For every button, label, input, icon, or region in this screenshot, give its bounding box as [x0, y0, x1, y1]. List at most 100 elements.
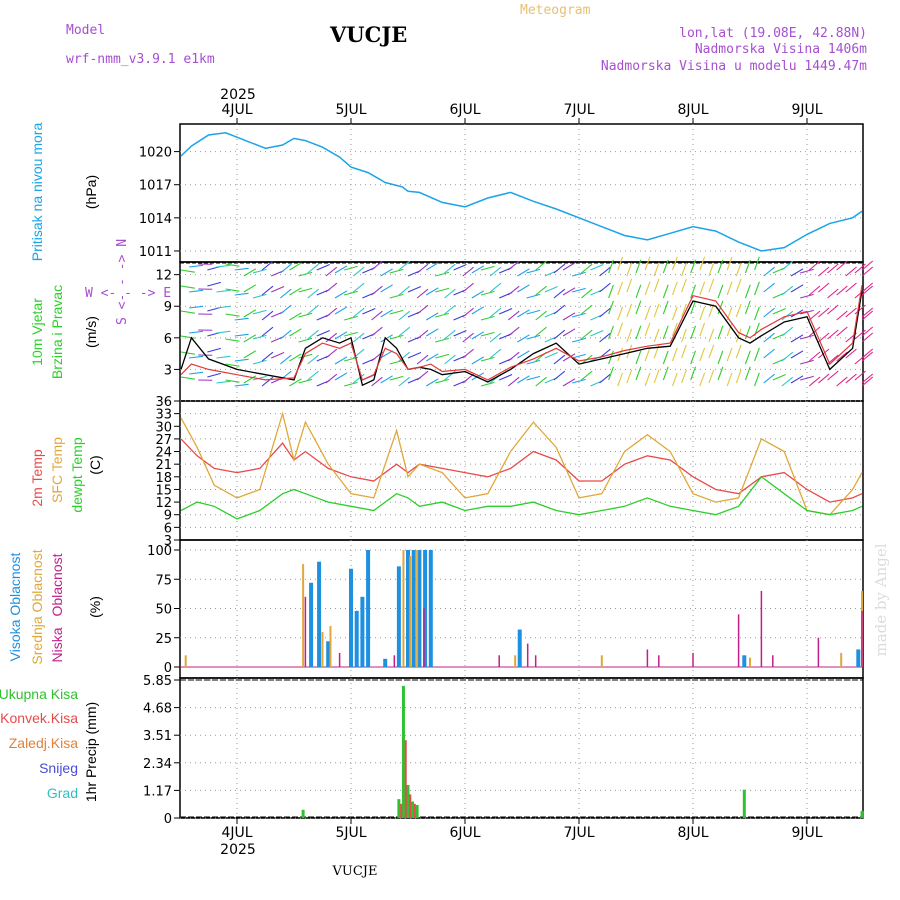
wind-vector-mark [444, 304, 456, 315]
wind-vector-mark [252, 334, 267, 340]
wind-vector-mark [489, 282, 502, 293]
wind-vector-mark [808, 376, 821, 387]
wind-vector-mark [608, 300, 614, 315]
wind-vector-mark [261, 326, 274, 337]
wind-vector-mark [180, 351, 195, 355]
cloud-low-bar [423, 608, 425, 667]
wind-vector-mark [590, 330, 604, 337]
wind-vector-mark [754, 347, 760, 362]
wind-vector-mark [790, 350, 804, 359]
wind-vector-mark [644, 306, 651, 321]
wind-vector-mark [462, 282, 474, 293]
wind-vector-mark [371, 260, 383, 271]
wind-vector-mark [216, 330, 231, 334]
top-date-tick-label: 7JUL [563, 102, 594, 118]
wind-vector-mark [818, 266, 830, 277]
wind-vector-mark [380, 375, 393, 384]
wind-vector-mark [854, 263, 866, 274]
cloud-high-bar [517, 629, 522, 667]
wind-vector-mark [861, 285, 874, 296]
wind-vector-mark [307, 263, 319, 274]
wind-vector-mark [180, 335, 195, 339]
wind-vector-mark [189, 330, 204, 334]
wind-vector-mark [325, 307, 338, 318]
wind-vector-mark [580, 263, 593, 274]
wind-vector-mark [818, 307, 830, 318]
wind-vector-mark [352, 282, 365, 293]
wind-vector-mark [352, 307, 365, 318]
wind-vector-mark [681, 344, 687, 359]
station-title: VUCJE [329, 22, 407, 47]
wind-vector-mark [389, 309, 404, 315]
wind-vector-mark [635, 366, 642, 381]
cloud-mid-bar [402, 550, 405, 667]
wind-vector-mark [279, 354, 292, 365]
wind-vector-mark [599, 282, 611, 293]
wind-vector-mark [225, 313, 240, 317]
wind-vector-mark [279, 329, 292, 340]
wind-vector-mark [861, 307, 874, 318]
precip-total-bar [301, 809, 305, 818]
pressure-ytick-label: 1017 [139, 179, 172, 194]
wind-vector-mark [507, 310, 520, 321]
wind-vector-mark [425, 287, 439, 296]
wind-vector-mark [744, 325, 751, 340]
wind-vector-mark [790, 268, 804, 277]
wind-vector-mark [690, 366, 697, 381]
top-date-tick-label: 5JUL [335, 102, 366, 118]
wind-vector-mark [572, 287, 586, 293]
wind-vector-mark [526, 375, 541, 381]
cloud-ylabel-mid: Srednja Oblacnost [29, 549, 45, 664]
precip-frame [179, 677, 864, 819]
pressure-line [180, 132, 863, 252]
temp-ytick-label: 12 [155, 496, 172, 511]
wind-vector-mark [572, 271, 586, 277]
cloud-mid-bar [321, 631, 324, 667]
bottom-date-tick-label: 4JUL [221, 825, 252, 841]
wind-vector-mark [800, 268, 814, 274]
wind-vector-mark [416, 263, 429, 274]
wind-vector-mark [471, 290, 485, 299]
wind-vector-mark [726, 347, 733, 362]
wind-vector-mark [861, 282, 874, 293]
meteogram-title: Meteogram [520, 3, 591, 18]
wind-vector-mark [818, 348, 830, 359]
wind-vector-mark [744, 350, 751, 365]
temp-ytick-label: 18 [155, 471, 172, 486]
wind-vector-mark [644, 281, 651, 296]
wind-unit: (m/s) [83, 316, 99, 348]
wind-vector-mark [344, 331, 358, 337]
wind-vector-mark [717, 366, 724, 381]
wind-vector-mark [662, 366, 669, 381]
wind-vector-mark [507, 326, 520, 337]
wind-vector-mark [726, 256, 733, 271]
wind-vector-mark [207, 347, 222, 353]
wind-vector-mark [380, 268, 393, 277]
wind-vector-mark [180, 269, 195, 273]
wind-vector-mark [261, 260, 274, 271]
wind-vector-mark [699, 281, 706, 296]
wind-ytick-label: 12 [155, 269, 172, 284]
bottom-date-tick-label: 6JUL [449, 825, 480, 841]
wind-vector-mark [416, 370, 429, 381]
wind-vector-mark [398, 376, 411, 387]
cloud-high-bar [360, 596, 365, 667]
wind-vector-mark [790, 334, 804, 343]
temp-ytick-label: 36 [155, 395, 172, 410]
precip-conv-bar [404, 740, 407, 818]
wind-vector-mark [325, 266, 338, 277]
wind-vector-mark [225, 288, 240, 292]
wind-ytick-label: 6 [164, 332, 172, 347]
wind-vector-mark [352, 373, 365, 384]
temp-ytick-label: 15 [155, 483, 172, 498]
wind-vector-mark [590, 264, 604, 271]
wind-vector-mark [298, 337, 313, 343]
wind-vector-mark [435, 287, 450, 293]
wind-vector-mark [861, 348, 874, 359]
wind-vector-mark [617, 322, 624, 337]
cloud-low-bar [304, 596, 307, 667]
wind-vector-mark [325, 348, 338, 359]
wind-vector-mark [489, 266, 502, 277]
wind-vector-mark [507, 351, 520, 362]
